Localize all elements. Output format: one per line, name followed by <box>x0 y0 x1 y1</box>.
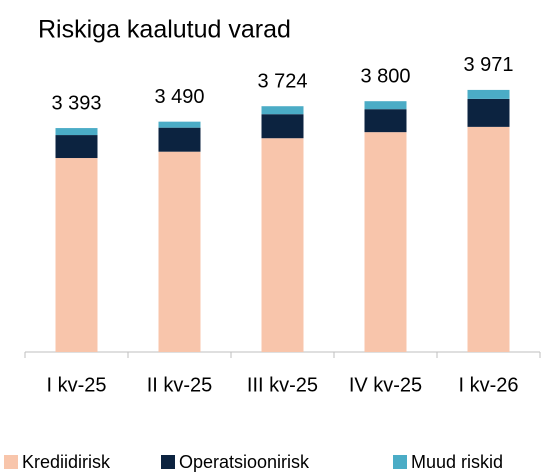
bar-segment <box>467 89 510 99</box>
bar-segment <box>158 121 201 128</box>
bar-segment <box>158 127 201 152</box>
x-tick-label: II kv-25 <box>147 374 213 396</box>
x-tick-label: I kv-26 <box>458 374 518 396</box>
legend-label: Muud riskid <box>411 452 503 472</box>
legend-swatch <box>393 455 407 469</box>
bar-segment <box>261 106 304 115</box>
x-tick-label: I kv-25 <box>46 374 106 396</box>
total-label: 3 800 <box>360 65 410 87</box>
bar-segment <box>55 128 98 136</box>
bar-segment <box>364 132 407 352</box>
bar-segment <box>55 158 98 352</box>
bar-segment <box>55 135 98 159</box>
x-tick-label: III kv-25 <box>247 374 318 396</box>
total-label: 3 724 <box>257 70 307 92</box>
total-label: 3 971 <box>463 54 513 76</box>
bar-segment <box>364 109 407 133</box>
legend-label: Operatsioonirisk <box>179 452 310 472</box>
chart-title: Riskiga kaalutud varad <box>38 16 291 44</box>
total-label: 3 490 <box>154 86 204 108</box>
total-label: 3 393 <box>51 92 101 114</box>
legend-swatch <box>4 455 18 469</box>
bar-segment <box>158 151 201 352</box>
bar-segment <box>467 126 510 353</box>
bar-segment <box>364 101 407 110</box>
x-tick-label: IV kv-25 <box>349 374 422 396</box>
legend-swatch <box>161 455 175 469</box>
bar-segment <box>467 98 510 127</box>
bar-segment <box>261 114 304 139</box>
legend-label: Krediidirisk <box>22 452 111 472</box>
bar-segment <box>261 138 304 352</box>
